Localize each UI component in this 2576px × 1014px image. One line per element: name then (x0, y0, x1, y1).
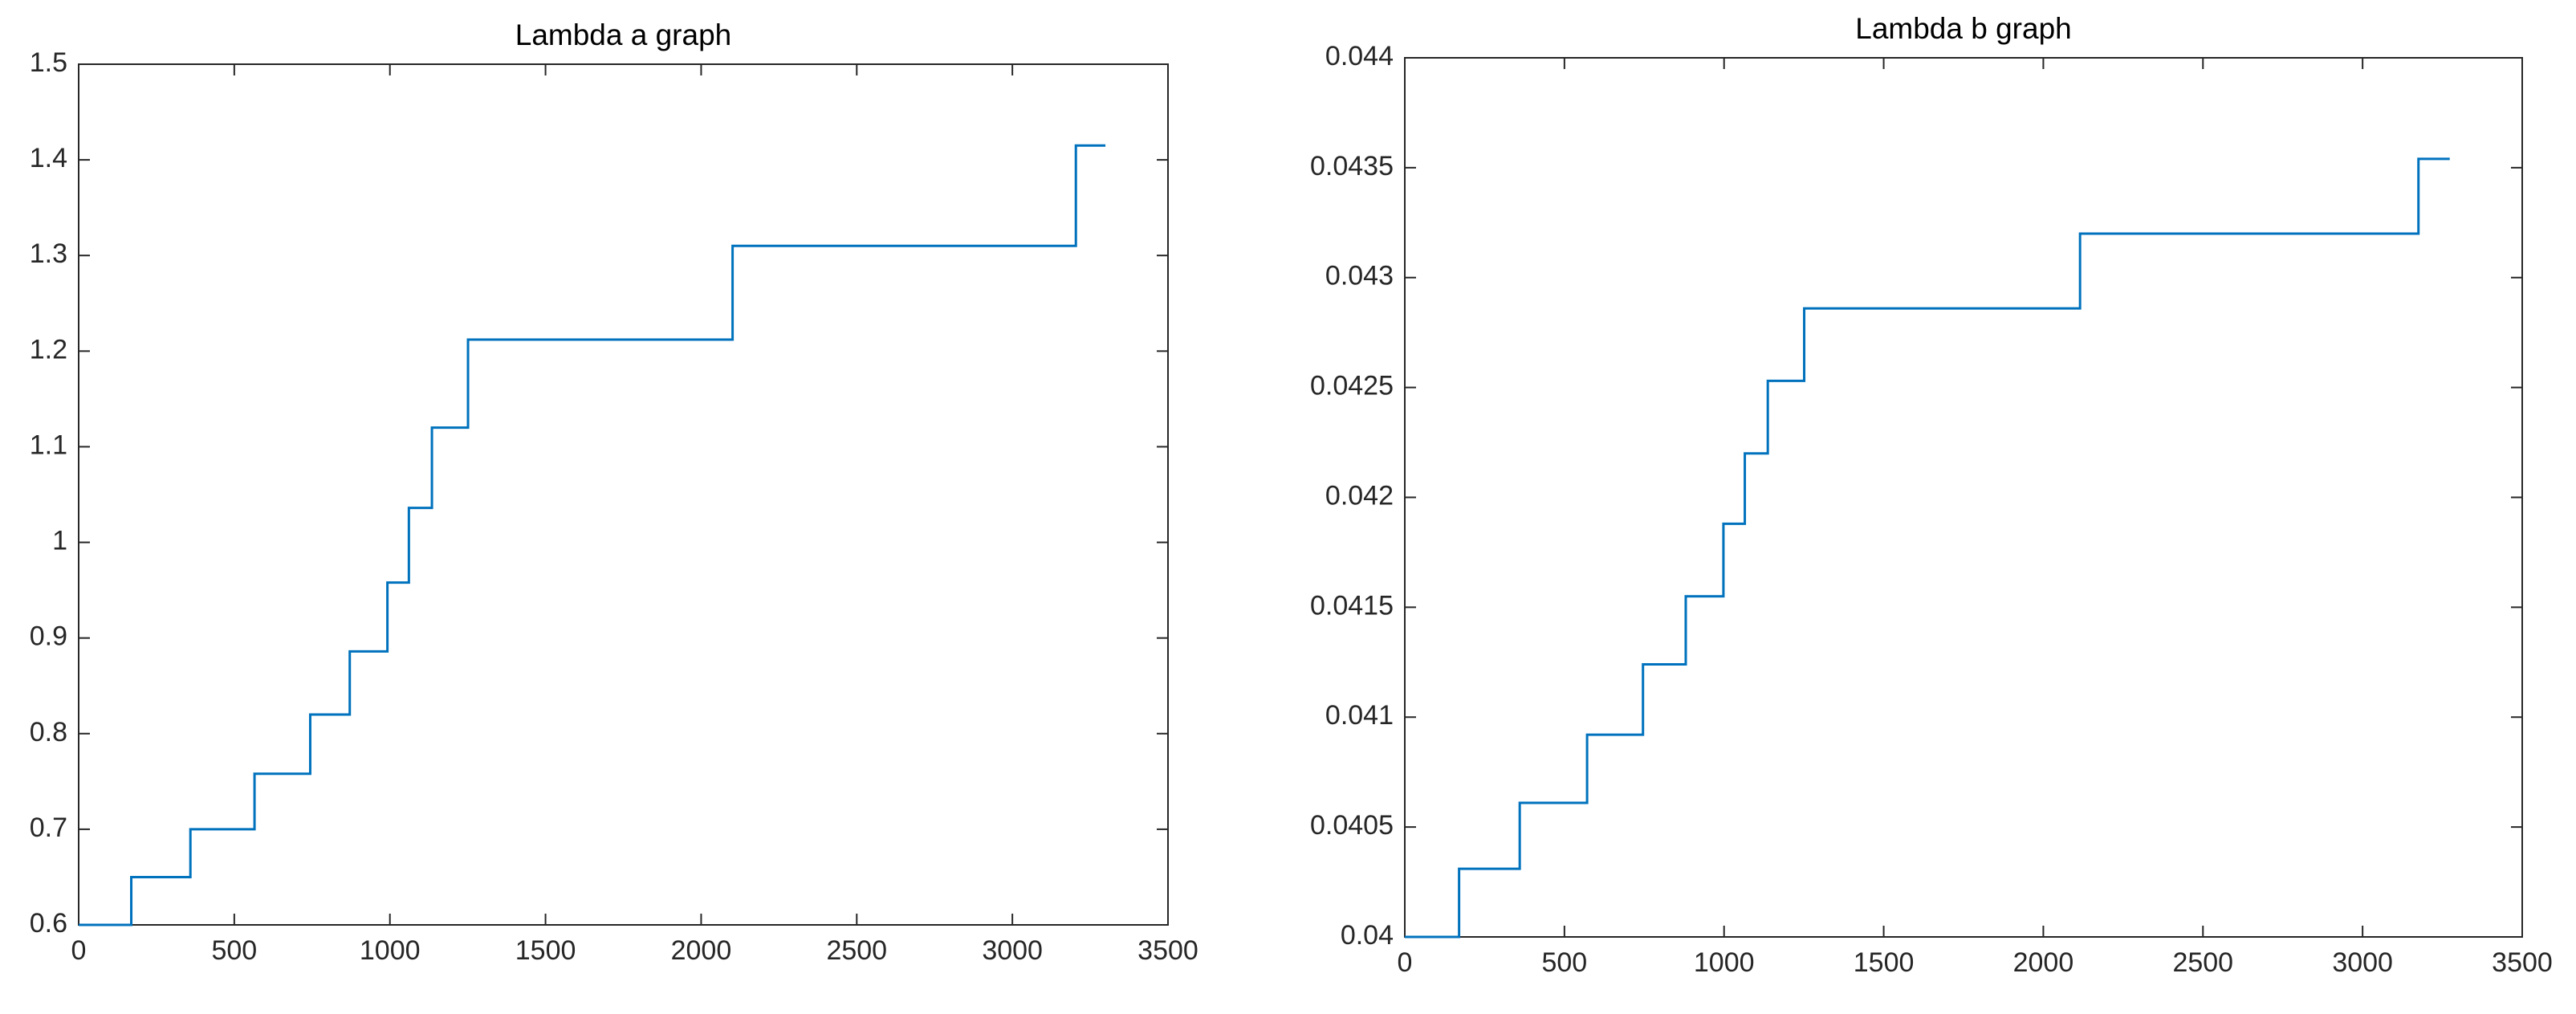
x-tick-label: 2500 (826, 935, 887, 966)
x-tick-label: 3000 (2332, 947, 2393, 978)
y-tick-label: 0.04 (1341, 920, 1394, 951)
y-tick-label: 0.044 (1325, 41, 1394, 71)
y-tick-label: 0.0435 (1310, 151, 1394, 181)
x-tick-label: 1000 (360, 935, 421, 966)
x-tick-label: 2500 (2172, 947, 2233, 978)
y-tick-label: 1.3 (30, 238, 67, 269)
x-tick-label: 3000 (982, 935, 1043, 966)
step-line (79, 144, 1106, 926)
y-tick-label: 0.042 (1325, 480, 1394, 511)
y-tick-label: 1.1 (30, 430, 67, 460)
y-tick-label: 1 (52, 526, 67, 556)
x-tick-label: 500 (211, 935, 257, 966)
x-tick-label: 2000 (671, 935, 732, 966)
y-tick-label: 1.2 (30, 334, 67, 364)
chart-title: Lambda a graph (515, 18, 731, 51)
y-tick-label: 0.7 (30, 812, 67, 843)
y-tick-label: 0.041 (1325, 700, 1394, 731)
plot-area (78, 63, 1169, 926)
y-tick-label: 0.9 (30, 621, 67, 652)
y-tick-label: 0.0405 (1310, 810, 1394, 841)
x-tick-label: 3500 (2492, 947, 2553, 978)
y-tick-label: 1.5 (30, 47, 67, 78)
y-tick-label: 0.8 (30, 717, 67, 747)
plot-area (1404, 57, 2523, 938)
y-tick-label: 0.0415 (1310, 590, 1394, 621)
y-tick-label: 0.6 (30, 908, 67, 939)
step-line (1405, 157, 2450, 939)
x-tick-label: 1000 (1694, 947, 1755, 978)
x-tick-label: 0 (1398, 947, 1413, 978)
y-tick-label: 0.0425 (1310, 371, 1394, 401)
x-tick-label: 3500 (1137, 935, 1198, 966)
x-tick-label: 0 (71, 935, 87, 966)
y-tick-label: 0.043 (1325, 261, 1394, 291)
x-tick-label: 1500 (515, 935, 576, 966)
chart-title: Lambda b graph (1855, 12, 2071, 45)
x-tick-label: 1500 (1854, 947, 1915, 978)
x-tick-label: 2000 (2013, 947, 2074, 978)
y-tick-label: 1.4 (30, 143, 67, 173)
x-tick-label: 500 (1541, 947, 1587, 978)
